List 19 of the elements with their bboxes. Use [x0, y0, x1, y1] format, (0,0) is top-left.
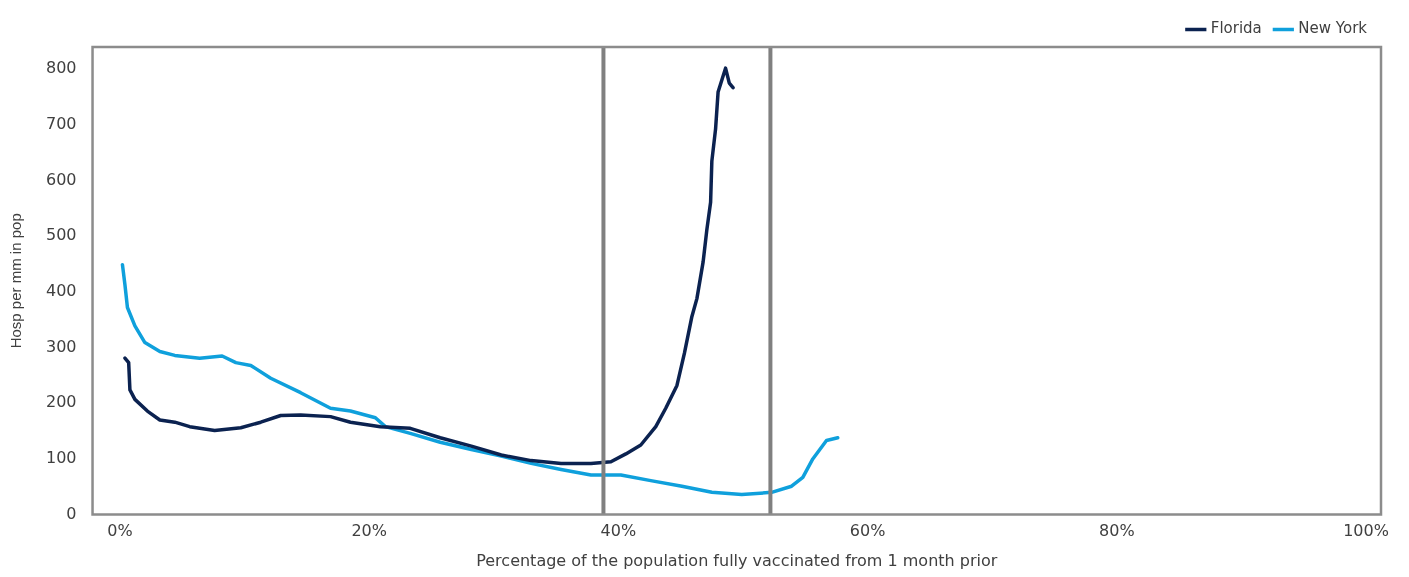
- y-tick-label: 300: [45, 336, 77, 356]
- y-tick-label: 200: [45, 392, 77, 412]
- y-tick-label: 600: [45, 169, 77, 189]
- x-tick-label: 20%: [351, 521, 387, 541]
- x-tick-label: 40%: [600, 521, 637, 541]
- x-tick-label: 0%: [107, 521, 133, 541]
- y-tick-label: 0: [66, 503, 77, 523]
- x-tick-label: 100%: [1343, 521, 1389, 541]
- legend-label: Florida: [1210, 19, 1262, 38]
- y-tick-label: 800: [45, 58, 77, 78]
- x-tick-label: 60%: [849, 521, 886, 541]
- y-tick-label: 500: [45, 225, 77, 245]
- legend-label: New York: [1298, 19, 1368, 38]
- y-tick-label: 100: [45, 448, 77, 468]
- y-axis-title: Hosp per mm in pop: [7, 213, 25, 349]
- x-tick-label: 80%: [1099, 521, 1135, 541]
- y-tick-label: 700: [45, 114, 77, 134]
- y-tick-label: 400: [45, 281, 77, 301]
- x-axis-title: Percentage of the population fully vaccinated from 1 month prior: [476, 550, 998, 570]
